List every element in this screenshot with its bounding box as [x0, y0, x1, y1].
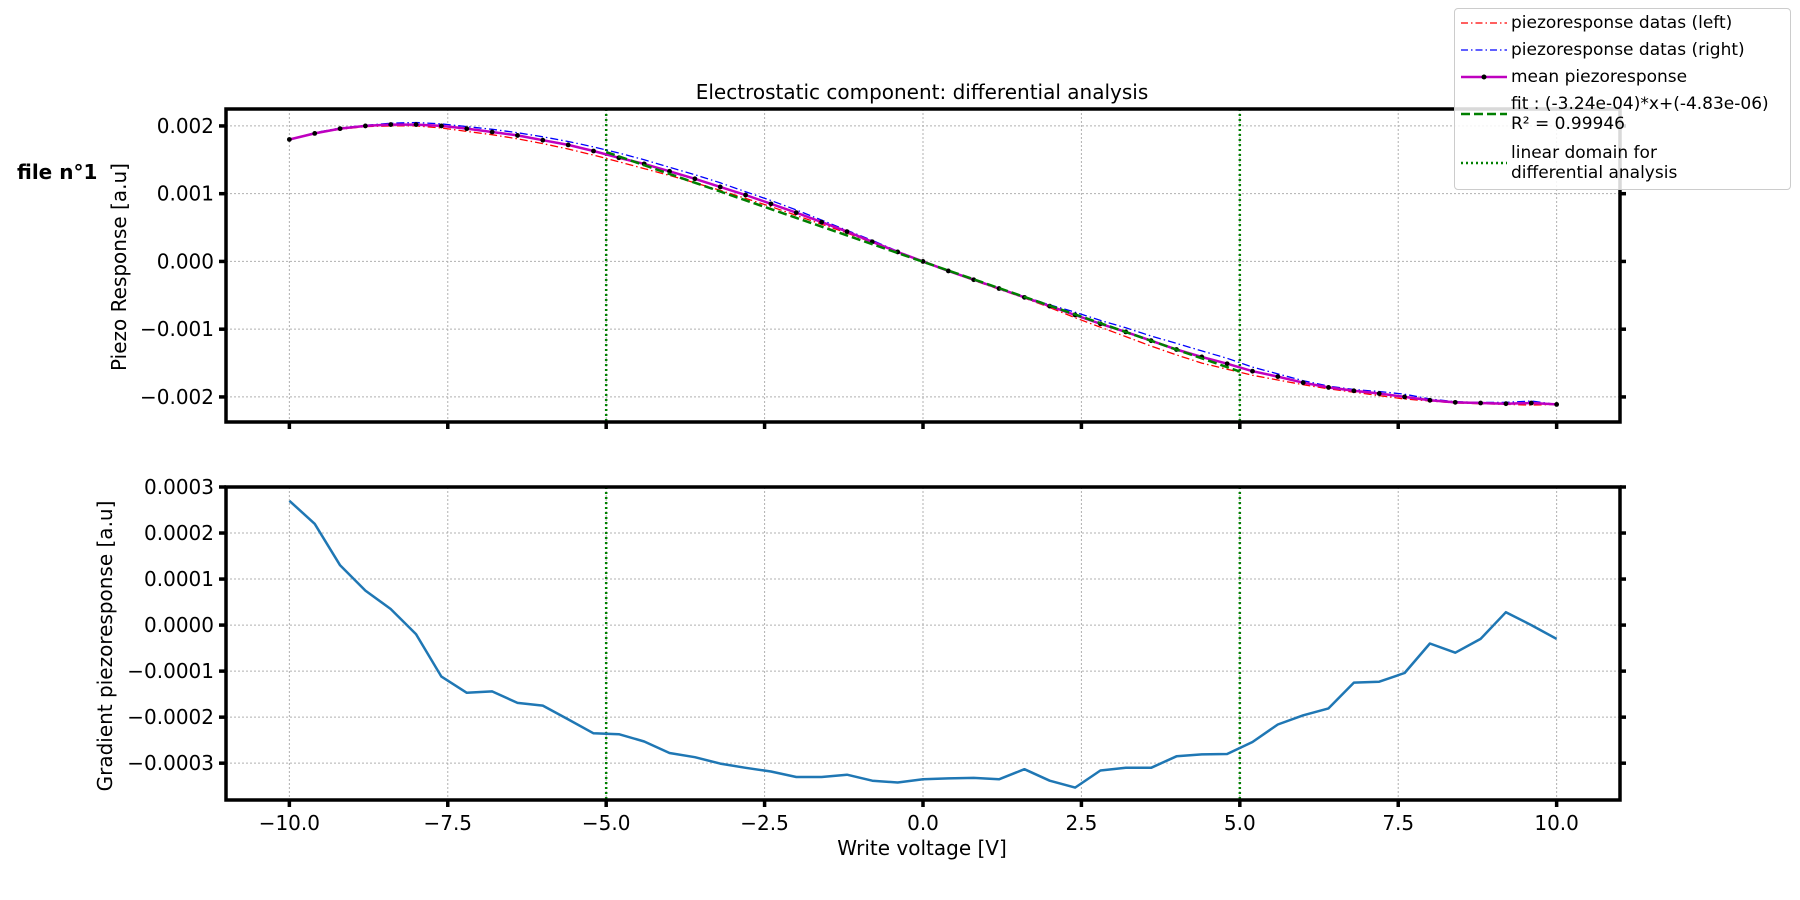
- mean-point: [1326, 385, 1331, 390]
- mean-point: [1554, 401, 1560, 407]
- mean-point: [692, 176, 698, 182]
- y-tick-label: −0.0001: [127, 659, 214, 683]
- mean-point: [1478, 400, 1483, 406]
- mean-point: [464, 126, 470, 132]
- x-tick-label: −2.5: [740, 811, 789, 835]
- legend-swatch-left: [1461, 22, 1507, 24]
- x-tick-label: −10.0: [259, 811, 320, 835]
- top-y-axis-label: Piezo Response [a.u]: [107, 163, 131, 371]
- bottom-plot: −10.0 −7.5 −5.0 −2.5 0.0 2.5 5.0 7.5 10.0 −0.0003…: [93, 475, 1626, 860]
- series-line-fit: [605, 150, 1241, 373]
- mean-point: [743, 192, 748, 198]
- x-tick-label: −5.0: [582, 811, 631, 835]
- bottom-axes: −10.0 −7.5 −5.0 −2.5 0.0 2.5 5.0 7.5 10.0 −0.0003…: [127, 475, 1626, 835]
- mean-point: [515, 133, 520, 138]
- top-plot: −0.002 −0.001 0.000 0.001 0.002 Electrostati…: [107, 80, 1626, 429]
- mean-point: [1275, 374, 1281, 380]
- x-tick-label: 10.0: [1534, 811, 1579, 835]
- top-grid: [226, 109, 1620, 422]
- y-tick-label: −0.0002: [127, 705, 214, 729]
- mean-point: [591, 148, 596, 154]
- bottom-series: [288, 499, 1558, 789]
- top-chart-title: Electrostatic component: differential an…: [696, 80, 1149, 104]
- bottom-y-axis-label: Gradient piezoresponse [a.u]: [93, 501, 117, 792]
- legend-label-left: piezoresponse datas (left): [1511, 13, 1733, 33]
- mean-point: [540, 137, 546, 143]
- top-domain-lines: [604, 109, 1242, 422]
- mean-point: [819, 219, 825, 225]
- top-axes: −0.002 −0.001 0.000 0.001 0.002: [140, 107, 1626, 429]
- x-tick-label: 2.5: [1066, 811, 1098, 835]
- mean-point: [1503, 401, 1509, 407]
- x-tick-label: −7.5: [423, 811, 472, 835]
- legend-swatch-right: [1461, 49, 1507, 51]
- mean-point: [1376, 391, 1382, 396]
- mean-point: [337, 126, 343, 132]
- mean-point: [945, 268, 951, 274]
- mean-point: [844, 229, 850, 235]
- legend-label-fit: fit : (-3.24e-04)*x+(-4.83e-06) R² = 0.9…: [1511, 94, 1769, 134]
- mean-point: [565, 142, 571, 148]
- mean-point: [1452, 399, 1458, 405]
- mean-point: [1402, 394, 1407, 400]
- legend-label-right: piezoresponse datas (right): [1511, 40, 1745, 60]
- x-tick-label: 0.0: [907, 811, 939, 835]
- legend-swatch-fit: [1461, 112, 1507, 116]
- mean-point: [1528, 400, 1534, 406]
- bottom-grid: [226, 486, 1620, 800]
- mean-point: [768, 201, 774, 207]
- y-tick-label: 0.0001: [144, 567, 214, 591]
- mean-point: [1351, 388, 1357, 394]
- mean-point: [388, 122, 394, 127]
- y-tick-label: 0.002: [157, 114, 214, 138]
- mean-point: [439, 123, 444, 129]
- top-series: [286, 121, 1560, 407]
- mean-point: [286, 137, 292, 142]
- mean-point: [1300, 380, 1306, 386]
- mean-point: [717, 184, 723, 190]
- mean-point: [312, 130, 318, 136]
- y-tick-label: 0.001: [157, 182, 214, 206]
- mean-point: [1427, 397, 1433, 403]
- legend-label-domain: linear domain for differential analysis: [1511, 143, 1678, 183]
- mean-point: [413, 122, 419, 127]
- legend: piezoresponse datas (left) piezoresponse…: [1454, 8, 1791, 190]
- series-line-gradient: [288, 499, 1558, 789]
- y-tick-label: −0.002: [140, 385, 214, 409]
- file-label: file n°1: [17, 160, 98, 184]
- y-tick-label: 0.0000: [144, 613, 214, 637]
- legend-label-mean: mean piezoresponse: [1511, 67, 1688, 87]
- mean-point: [1224, 361, 1230, 367]
- x-tick-label: 7.5: [1382, 811, 1414, 835]
- y-tick-label: 0.0003: [144, 475, 214, 499]
- legend-swatch-domain: [1461, 161, 1507, 165]
- y-tick-label: −0.001: [140, 317, 214, 341]
- y-tick-label: 0.0002: [144, 521, 214, 545]
- y-tick-label: −0.0003: [127, 751, 214, 775]
- mean-point: [363, 123, 368, 129]
- mean-point: [489, 129, 495, 135]
- x-axis-label: Write voltage [V]: [837, 836, 1007, 860]
- y-tick-label: 0.000: [157, 249, 214, 273]
- mean-point: [793, 210, 799, 216]
- legend-swatch-mean: [1461, 74, 1507, 80]
- mean-point: [1250, 368, 1255, 374]
- x-tick-label: 5.0: [1224, 811, 1256, 835]
